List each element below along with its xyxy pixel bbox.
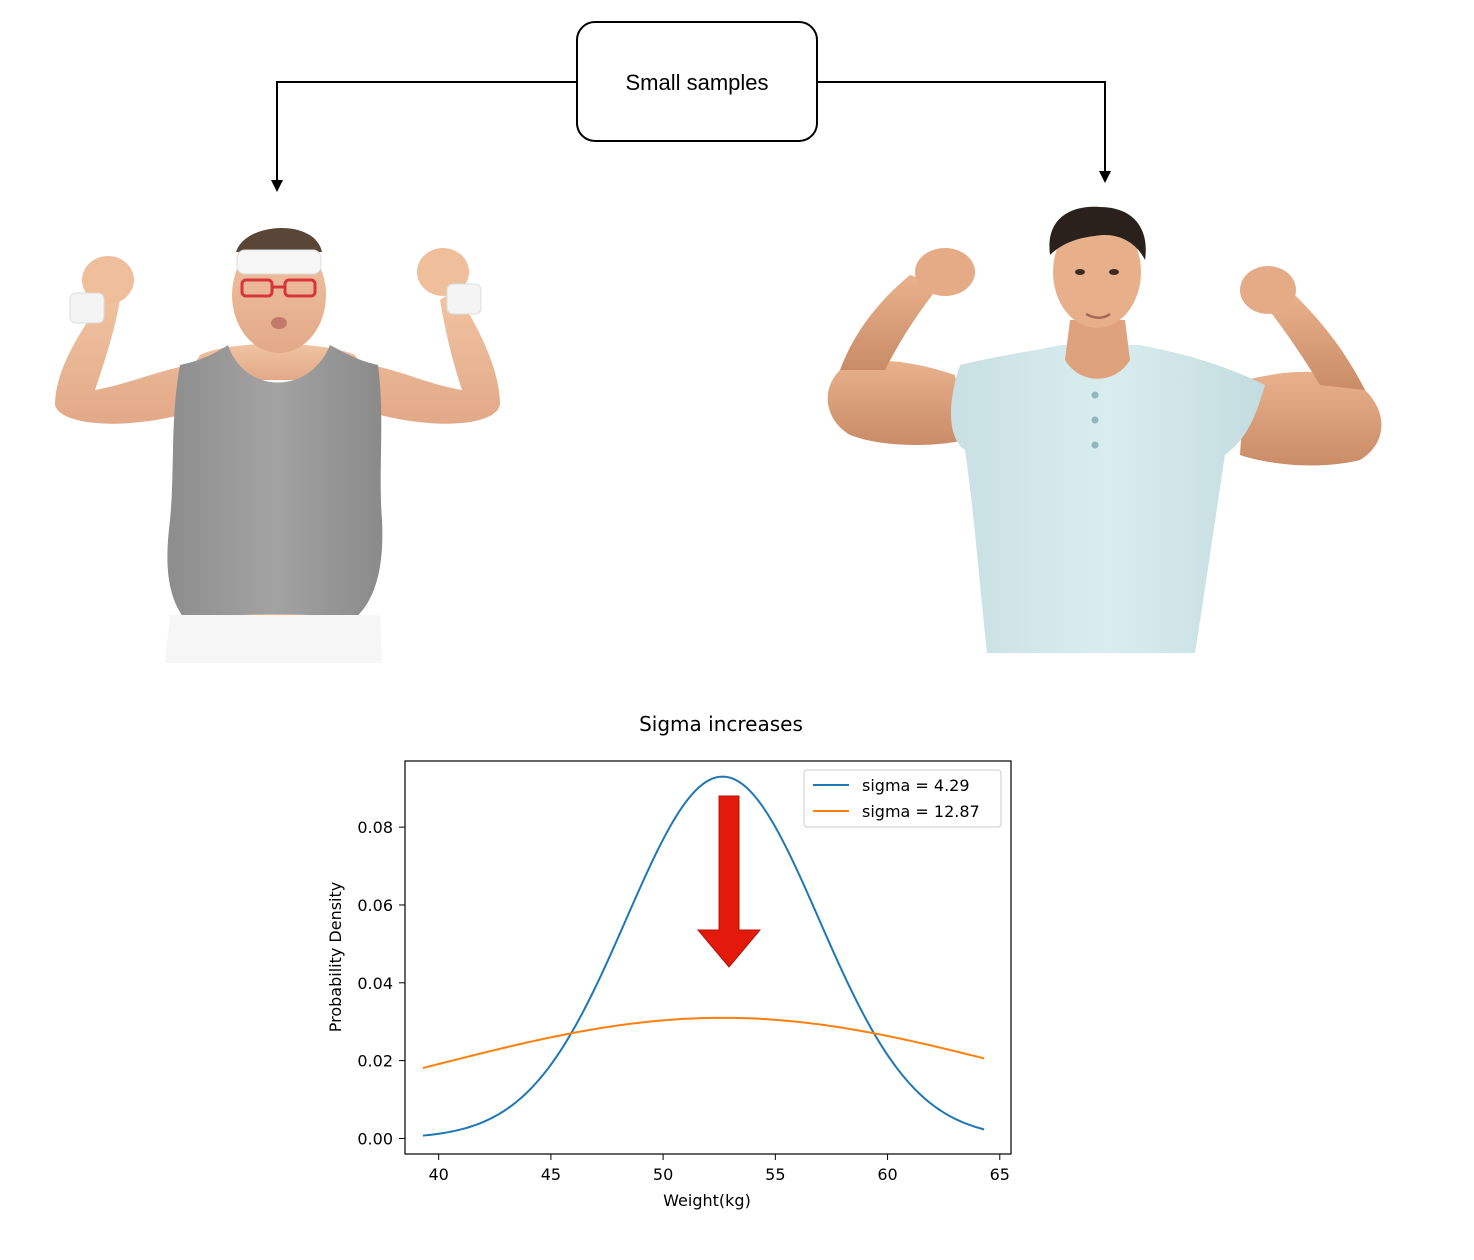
- x-tick-label: 55: [765, 1165, 785, 1184]
- y-tick-label: 0.04: [357, 974, 393, 993]
- flow-connector-left: [271, 81, 577, 192]
- small-samples-label: Small samples: [625, 70, 768, 95]
- x-tick-label: 40: [428, 1165, 448, 1184]
- x-tick-label: 65: [990, 1165, 1010, 1184]
- chart: Sigma increases 40 45 50 55 60 65 0.000.020.0…: [326, 712, 1012, 1210]
- y-axis: 0.00 0.02 0.04 0.06 0.08: [357, 818, 405, 1148]
- small-samples-box: Small samples: [576, 21, 818, 142]
- flow-connector-right: [817, 81, 1111, 183]
- y-tick-label: 0.00: [357, 1129, 393, 1148]
- x-axis-label: Weight(kg): [663, 1191, 751, 1210]
- y-tick-label: 0.08: [357, 818, 393, 837]
- red-down-arrow-annotation: [696, 795, 762, 968]
- x-tick-label: 60: [877, 1165, 897, 1184]
- y-tick-label: 0.06: [357, 896, 393, 915]
- y-axis-label: Probability Density: [326, 882, 345, 1033]
- series-lines: [422, 775, 985, 1137]
- legend-label-2: sigma = 12.87: [862, 802, 980, 821]
- y-tick-label: 0.02: [357, 1052, 393, 1071]
- x-tick-label: 50: [653, 1165, 673, 1184]
- overweight-man-image: [55, 227, 500, 663]
- x-axis: 40 45 50 55 60 65: [428, 1154, 1010, 1184]
- legend-label-1: sigma = 4.29: [862, 776, 970, 795]
- series-line-1: [422, 775, 985, 1137]
- x-tick-label: 45: [541, 1165, 561, 1184]
- fit-man-image: [827, 206, 1382, 653]
- series-line-2: [422, 1016, 985, 1069]
- chart-title: Sigma increases: [639, 712, 803, 736]
- legend: sigma = 4.29 sigma = 12.87: [803, 769, 1002, 828]
